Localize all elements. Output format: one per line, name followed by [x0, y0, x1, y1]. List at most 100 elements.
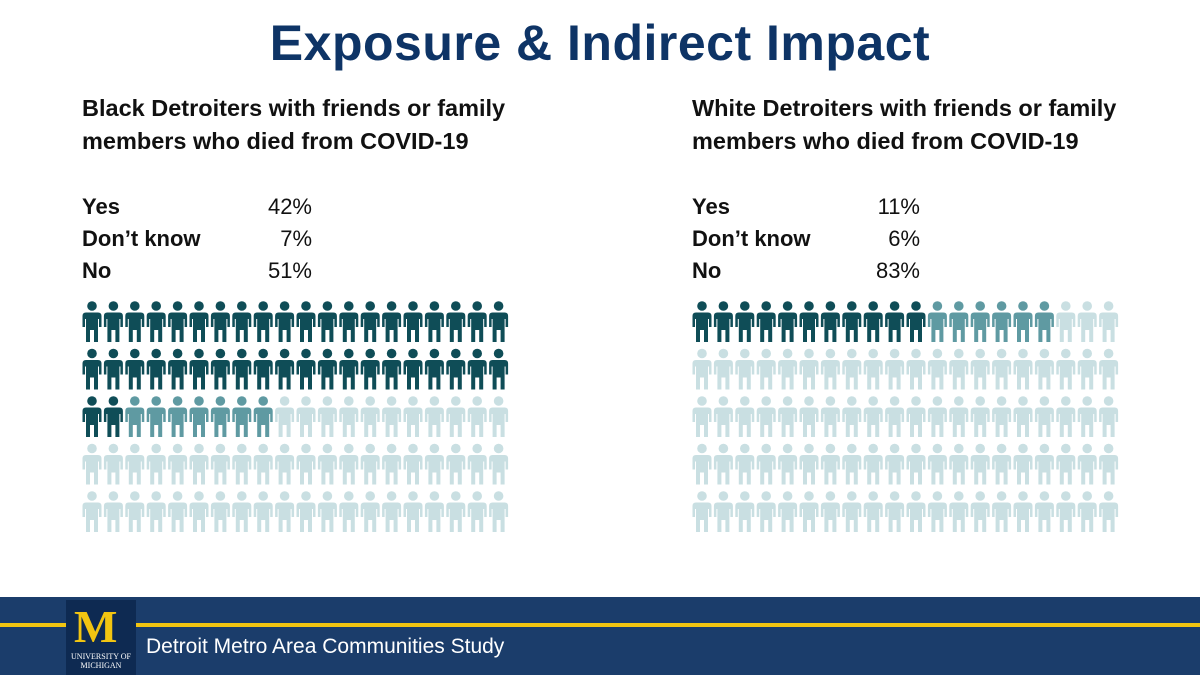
- person-icon-no: [1056, 491, 1076, 532]
- person-icon-no: [317, 491, 337, 532]
- footer-bar: [0, 597, 1200, 675]
- person-icon-yes: [296, 348, 316, 390]
- person-icon-no: [339, 443, 359, 485]
- person-icon-no: [863, 348, 883, 390]
- person-icon-yes: [82, 301, 102, 342]
- person-icon-no: [168, 491, 188, 532]
- person-icon-no: [842, 396, 862, 437]
- person-icon-no: [756, 396, 776, 437]
- person-icon-no: [82, 443, 102, 485]
- person-icon-no: [906, 443, 926, 485]
- person-icon-no: [885, 396, 905, 437]
- person-icon-yes: [489, 301, 509, 342]
- person-icon-no: [992, 396, 1012, 437]
- stat-label: No: [82, 258, 112, 283]
- person-icon-no: [424, 443, 444, 485]
- person-icon-no: [1056, 301, 1076, 342]
- person-icon-no: [339, 491, 359, 532]
- person-icon-no: [403, 396, 423, 437]
- logo-wordmark: UNIVERSITY OF MICHIGAN: [68, 652, 134, 670]
- person-icon-no: [382, 443, 402, 485]
- stats-list: Yes 42% Don’t know 7% No 51%: [82, 194, 312, 290]
- person-icon-no: [1013, 396, 1033, 437]
- person-icon-no: [253, 443, 273, 485]
- person-icon-yes: [253, 348, 273, 390]
- person-icon-no: [210, 491, 230, 532]
- person-icon-yes: [339, 301, 359, 342]
- person-icon-dont-know: [992, 301, 1012, 342]
- person-icon-yes: [382, 301, 402, 342]
- stat-value: 11%: [877, 194, 920, 219]
- university-logo: M UNIVERSITY OF MICHIGAN: [66, 600, 136, 675]
- person-icon-no: [467, 491, 487, 532]
- person-icon-no: [692, 348, 712, 390]
- person-icon-yes: [467, 348, 487, 390]
- person-icon-no: [735, 491, 755, 532]
- person-icon-no: [1099, 491, 1119, 532]
- person-icon-no: [1056, 396, 1076, 437]
- person-icon-yes: [189, 348, 209, 390]
- person-icon-yes: [82, 396, 102, 437]
- person-icon-no: [992, 443, 1012, 485]
- person-icon-no: [949, 443, 969, 485]
- person-icon-yes: [146, 348, 166, 390]
- person-icon-dont-know: [210, 396, 230, 437]
- stat-value: 42%: [267, 194, 312, 219]
- stat-value: 51%: [267, 258, 312, 283]
- person-icon-no: [489, 396, 509, 437]
- person-icon-yes: [906, 301, 926, 342]
- person-icon-no: [799, 396, 819, 437]
- person-icon-yes: [446, 301, 466, 342]
- person-icon-no: [1077, 491, 1097, 532]
- person-icon-no: [778, 348, 798, 390]
- person-icon-yes: [296, 301, 316, 342]
- person-icon-no: [403, 491, 423, 532]
- person-icon-no: [253, 491, 273, 532]
- person-icon-yes: [82, 348, 102, 390]
- chart-title: Black Detroiters with friends or family …: [82, 95, 506, 154]
- stat-label: Don’t know: [82, 226, 201, 251]
- person-icon-no: [1013, 443, 1033, 485]
- person-icon-no: [1034, 491, 1054, 532]
- person-icon-no: [1077, 443, 1097, 485]
- person-icon-no: [146, 491, 166, 532]
- stat-row-no: No 83%: [692, 258, 920, 290]
- person-icon-yes: [253, 301, 273, 342]
- logo-block-m: M: [74, 601, 118, 652]
- person-icon-no: [970, 396, 990, 437]
- person-icon-dont-know: [168, 396, 188, 437]
- person-icon-yes: [189, 301, 209, 342]
- person-icon-no: [1077, 396, 1097, 437]
- person-icon-no: [863, 396, 883, 437]
- person-icon-no: [189, 491, 209, 532]
- person-icon-no: [970, 491, 990, 532]
- person-icon-no: [382, 491, 402, 532]
- stat-label: Don’t know: [692, 226, 811, 251]
- person-icon-dont-know: [146, 396, 166, 437]
- pictograph-grid: [82, 301, 509, 532]
- person-icon-no: [1056, 443, 1076, 485]
- person-icon-yes: [360, 348, 380, 390]
- person-icon-no: [906, 491, 926, 532]
- person-icon-no: [275, 443, 295, 485]
- person-icon-no: [949, 396, 969, 437]
- person-icon-yes: [339, 348, 359, 390]
- person-icon-yes: [735, 301, 755, 342]
- person-icon-no: [424, 491, 444, 532]
- person-icon-yes: [232, 301, 252, 342]
- person-icon-yes: [317, 348, 337, 390]
- person-icon-yes: [778, 301, 798, 342]
- person-icon-no: [992, 491, 1012, 532]
- person-icon-no: [992, 348, 1012, 390]
- person-icon-no: [360, 396, 380, 437]
- person-icon-dont-know: [927, 301, 947, 342]
- person-icon-no: [446, 491, 466, 532]
- person-icon-no: [424, 396, 444, 437]
- person-icon-yes: [820, 301, 840, 342]
- person-icon-no: [756, 348, 776, 390]
- chart-panel-black: Black Detroiters with friends or family …: [82, 0, 642, 560]
- stat-label: Yes: [82, 194, 120, 219]
- person-icon-no: [1099, 348, 1119, 390]
- person-icon-no: [885, 348, 905, 390]
- person-icon-no: [168, 443, 188, 485]
